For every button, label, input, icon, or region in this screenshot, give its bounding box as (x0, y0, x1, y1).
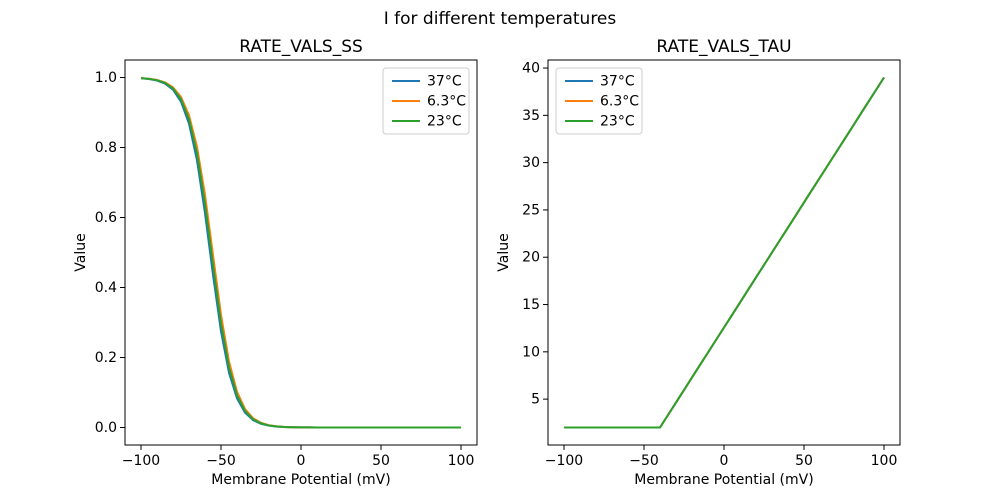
legend-box (555, 67, 643, 135)
y-tick-label: 40 (522, 61, 540, 77)
y-tick-label: 30 (522, 155, 540, 171)
x-tick-label: −50 (206, 453, 236, 469)
y-tick-label: 1.0 (95, 70, 117, 86)
y-tick-label: 15 (522, 297, 540, 313)
x-tick-label: 50 (372, 453, 390, 469)
x-tick-label: 100 (448, 453, 475, 469)
figure-title: I for different temperatures (384, 9, 617, 29)
x-axis-label: Membrane Potential (mV) (634, 472, 813, 488)
legend-box (382, 67, 470, 135)
y-tick-label: 0.6 (95, 210, 117, 226)
series-line-23cc (140, 77, 461, 429)
subplot-title: RATE_VALS_TAU (656, 37, 791, 57)
legend-label: 23°C (600, 113, 635, 129)
subplot-rate-vals-tau: RATE_VALS_TAU −100 −50 0 50 100 5 10 15 20 25 30 35 4… (496, 37, 901, 488)
y-tick-label: 0.4 (95, 280, 117, 296)
x-tick-label: −100 (545, 453, 583, 469)
y-tick-label: 20 (522, 250, 540, 266)
x-tick-label: 100 (871, 453, 898, 469)
x-tick-label: −50 (629, 453, 659, 469)
subplot-title: RATE_VALS_SS (239, 37, 363, 57)
legend-label: 6.3°C (600, 93, 639, 109)
x-tick-label: 0 (297, 453, 306, 469)
y-tick-label: 0.0 (95, 420, 117, 436)
x-axis-label: Membrane Potential (mV) (211, 472, 390, 488)
x-tick-label: 50 (795, 453, 813, 469)
y-axis-label: Value (73, 233, 89, 271)
y-tick-label: 5 (531, 392, 540, 408)
y-tick-label: 0.2 (95, 350, 117, 366)
y-tick-label: 10 (522, 344, 540, 360)
x-tick-label: −100 (122, 453, 160, 469)
series-line-23cc (564, 76, 885, 429)
legend-label: 6.3°C (427, 93, 466, 109)
y-tick-label: 25 (522, 202, 540, 218)
y-axis-label: Value (496, 233, 512, 271)
y-tick-label: 35 (522, 108, 540, 124)
legend-label: 23°C (427, 113, 462, 129)
legend-label: 37°C (427, 73, 462, 89)
legend-label: 37°C (600, 73, 635, 89)
y-tick-label: 0.8 (95, 140, 117, 156)
subplot-rate-vals-ss: RATE_VALS_SS −100 −50 0 50 100 0.0 0.2 0.4 0.6 0.8… (73, 37, 478, 488)
x-tick-label: 0 (720, 453, 729, 469)
